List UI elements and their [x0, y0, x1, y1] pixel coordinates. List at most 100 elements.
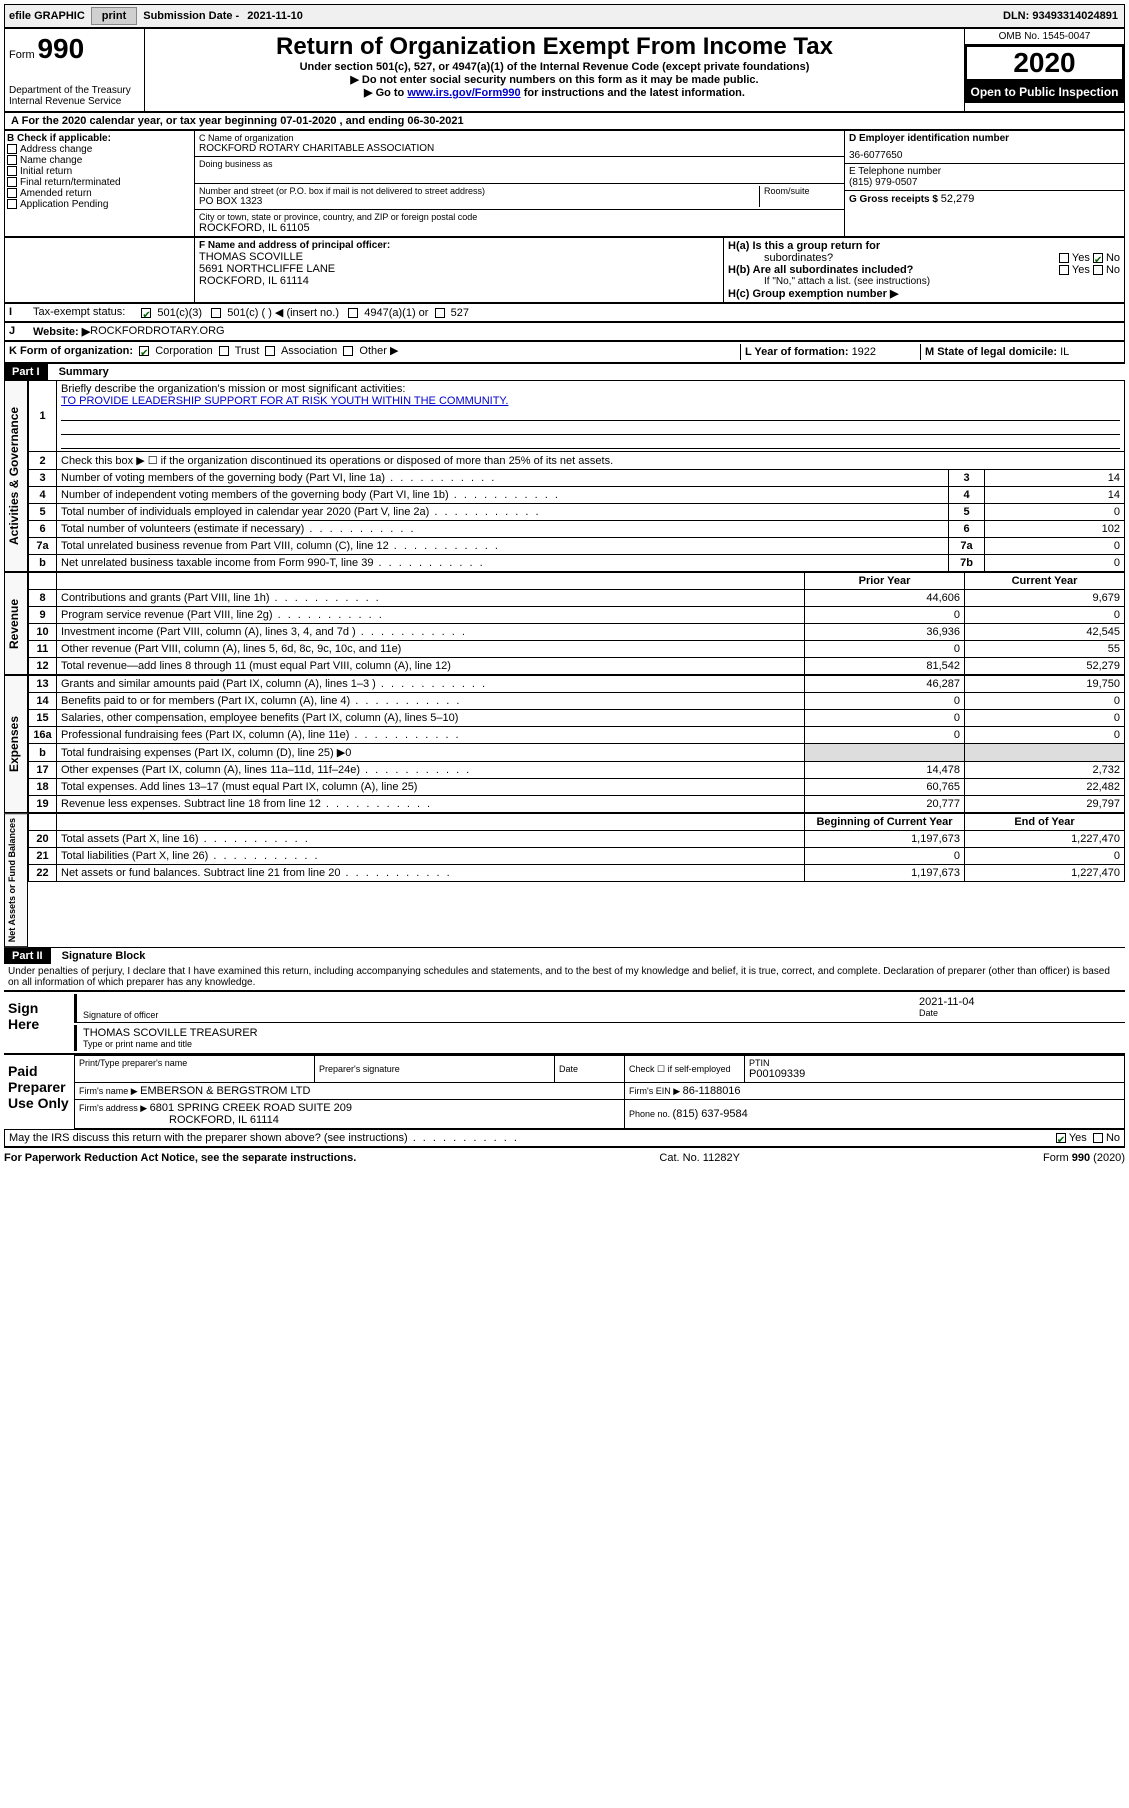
box-l-label: L Year of formation:	[745, 346, 852, 358]
box-b-heading: B Check if applicable:	[7, 133, 192, 144]
l10-curr: 42,545	[965, 624, 1125, 641]
l4-num: 4	[29, 487, 57, 504]
preparer-table: Print/Type preparer's name Preparer's si…	[74, 1055, 1125, 1129]
dln-value: 93493314024891	[1032, 10, 1118, 22]
corp-checkbox[interactable]	[139, 346, 149, 356]
l12-text: Total revenue—add lines 8 through 11 (mu…	[57, 658, 805, 675]
hb-yes-checkbox[interactable]	[1059, 265, 1069, 275]
app-pending-checkbox[interactable]	[7, 199, 17, 209]
l12-prior: 81,542	[805, 658, 965, 675]
l16b-text: Total fundraising expenses (Part IX, col…	[57, 744, 805, 762]
sig-date: 2021-11-04	[919, 996, 1119, 1008]
hb-no-checkbox[interactable]	[1093, 265, 1103, 275]
amended-checkbox[interactable]	[7, 188, 17, 198]
submission-date-value: 2021-11-10	[243, 10, 307, 22]
box-j-website: J Website: ▶ ROCKFORDROTARY.ORG	[4, 322, 1125, 341]
l21-text: Total liabilities (Part X, line 26)	[57, 848, 805, 865]
irs-link[interactable]: www.irs.gov/Form990	[407, 87, 520, 99]
ha-yes-checkbox[interactable]	[1059, 253, 1069, 263]
dln: DLN: 93493314024891	[1003, 10, 1124, 22]
501c-label: 501(c) ( ) ◀ (insert no.)	[227, 307, 339, 319]
l20-text: Total assets (Part X, line 16)	[57, 831, 805, 848]
l15-prior: 0	[805, 710, 965, 727]
l7a-text: Total unrelated business revenue from Pa…	[57, 538, 949, 555]
col-current: Current Year	[965, 573, 1125, 590]
efile-label: efile GRAPHIC	[5, 10, 89, 22]
ha-no-checkbox[interactable]	[1093, 253, 1103, 263]
officer-name-title: THOMAS SCOVILLE TREASURER	[83, 1027, 1119, 1039]
l7b-text: Net unrelated business taxable income fr…	[57, 555, 949, 572]
l10-prior: 36,936	[805, 624, 965, 641]
l19-num: 19	[29, 796, 57, 813]
527-checkbox[interactable]	[435, 308, 445, 318]
form-header: Form 990 Department of the Treasury Inte…	[4, 28, 1125, 112]
l13-text: Grants and similar amounts paid (Part IX…	[57, 676, 805, 693]
l16a-curr: 0	[965, 727, 1125, 744]
l14-prior: 0	[805, 693, 965, 710]
firm-addr-label: Firm's address ▶	[79, 1103, 150, 1113]
trust-label: Trust	[235, 345, 260, 357]
header-sub1: Under section 501(c), 527, or 4947(a)(1)…	[149, 61, 960, 73]
l20-begin: 1,197,673	[805, 831, 965, 848]
l12-num: 12	[29, 658, 57, 675]
print-button[interactable]: print	[91, 7, 137, 25]
name-change-checkbox[interactable]	[7, 155, 17, 165]
l21-end: 0	[965, 848, 1125, 865]
q1-label: Briefly describe the organization's miss…	[61, 383, 1120, 395]
header-mid: Return of Organization Exempt From Incom…	[145, 29, 964, 111]
other-checkbox[interactable]	[343, 346, 353, 356]
l8-prior: 44,606	[805, 590, 965, 607]
l15-text: Salaries, other compensation, employee b…	[57, 710, 805, 727]
hb-label: H(b) Are all subordinates included?	[728, 264, 913, 276]
l22-num: 22	[29, 865, 57, 882]
dba-label: Doing business as	[199, 159, 840, 169]
name-change-label: Name change	[20, 155, 82, 166]
l20-num: 20	[29, 831, 57, 848]
addr-change-checkbox[interactable]	[7, 144, 17, 154]
phone-label: E Telephone number	[849, 166, 1120, 177]
part1-body: Activities & Governance 1 Briefly descri…	[4, 380, 1125, 572]
501c-checkbox[interactable]	[211, 308, 221, 318]
l16b-num: b	[29, 744, 57, 762]
topbar: efile GRAPHIC print Submission Date - 20…	[4, 4, 1125, 28]
assoc-checkbox[interactable]	[265, 346, 275, 356]
initial-return-label: Initial return	[20, 166, 72, 177]
l13-prior: 46,287	[805, 676, 965, 693]
box-h: H(a) Is this a group return for subordin…	[724, 238, 1124, 302]
l12-curr: 52,279	[965, 658, 1125, 675]
form-version: Form 990 (2020)	[1043, 1152, 1125, 1164]
col-begin: Beginning of Current Year	[805, 814, 965, 831]
prep-sig-label: Preparer's signature	[319, 1064, 550, 1074]
final-return-label: Final return/terminated	[20, 177, 121, 188]
ein-label: D Employer identification number	[849, 133, 1120, 144]
l15-curr: 0	[965, 710, 1125, 727]
hb-note: If "No," attach a list. (see instruction…	[728, 276, 1120, 287]
revenue-section: Revenue Prior YearCurrent Year 8Contribu…	[4, 572, 1125, 675]
l22-begin: 1,197,673	[805, 865, 965, 882]
date-label: Date	[919, 1008, 1119, 1018]
box-m-value: IL	[1060, 346, 1069, 358]
q1-answer: TO PROVIDE LEADERSHIP SUPPORT FOR AT RIS…	[61, 395, 1120, 407]
tax-exempt-label: Tax-exempt status:	[33, 306, 125, 319]
net-assets-section: Net Assets or Fund Balances Beginning of…	[4, 813, 1125, 947]
initial-return-checkbox[interactable]	[7, 166, 17, 176]
irs-yes-checkbox[interactable]	[1056, 1133, 1066, 1143]
l5-text: Total number of individuals employed in …	[57, 504, 949, 521]
footer-form-num: 990	[1072, 1152, 1090, 1164]
l7b-box: 7b	[949, 555, 985, 572]
website-label: Website: ▶	[33, 325, 90, 338]
l16a-num: 16a	[29, 727, 57, 744]
4947-checkbox[interactable]	[348, 308, 358, 318]
l16b-prior	[805, 744, 965, 762]
room-label: Room/suite	[764, 186, 840, 196]
irs-no-checkbox[interactable]	[1093, 1133, 1103, 1143]
box-i-tax-exempt: I Tax-exempt status: 501(c)(3) 501(c) ( …	[4, 303, 1125, 322]
l17-num: 17	[29, 762, 57, 779]
trust-checkbox[interactable]	[219, 346, 229, 356]
501c3-checkbox[interactable]	[141, 308, 151, 318]
l15-num: 15	[29, 710, 57, 727]
final-return-checkbox[interactable]	[7, 177, 17, 187]
date2-label: Date	[559, 1064, 620, 1074]
header-sub3: ▶ Go to www.irs.gov/Form990 for instruct…	[149, 86, 960, 99]
gross-receipts-label: G Gross receipts $	[849, 194, 941, 205]
